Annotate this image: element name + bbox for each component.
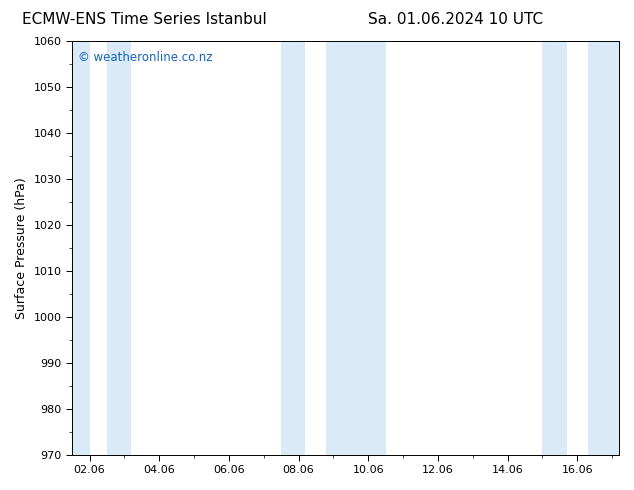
Bar (327, 41, 385, 455)
Text: © weatheronline.co.nz: © weatheronline.co.nz (77, 51, 212, 64)
Bar (107, 41, 131, 455)
Bar (72, 41, 89, 455)
Bar (281, 41, 306, 455)
Bar (588, 41, 619, 455)
Bar (542, 41, 567, 455)
Y-axis label: Surface Pressure (hPa): Surface Pressure (hPa) (15, 177, 28, 318)
Text: Sa. 01.06.2024 10 UTC: Sa. 01.06.2024 10 UTC (368, 12, 543, 27)
Text: ECMW-ENS Time Series Istanbul: ECMW-ENS Time Series Istanbul (22, 12, 266, 27)
